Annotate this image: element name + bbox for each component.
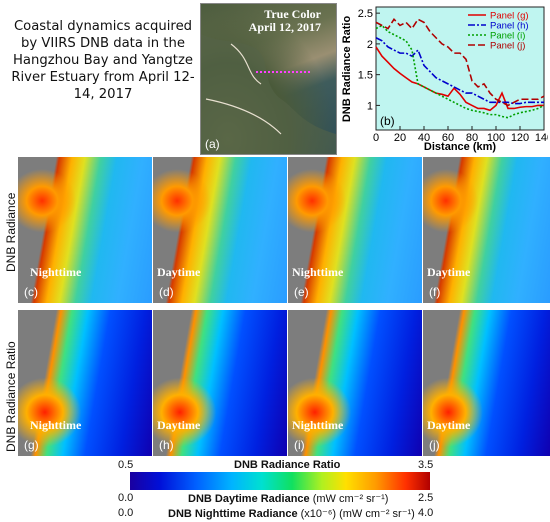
day-label-row: DNB Daytime Radiance (mW cm⁻² sr⁻¹) [188,492,388,505]
tile-panel-label: (d) [159,285,174,299]
x-tick-label: 80 [466,132,478,144]
tile-panel-label: (i) [294,438,305,452]
true-color-caption: True Color April 12, 2017 [201,8,321,34]
tile-g: Nighttime (g) [18,310,152,456]
day-min: 0.0 [118,492,134,504]
tile-j: Daytime (j) [423,310,550,456]
tile-panel-label: (f) [429,285,441,299]
tile-panel-label: (h) [159,438,174,452]
tile-time-label: Daytime [427,265,471,279]
tile-time-label: Daytime [157,265,201,279]
legend-entry: Panel (j) [490,41,525,52]
tile-h: Daytime (h) [153,310,287,456]
tile-time-label: Nighttime [292,265,344,279]
x-tick-label: 100 [487,132,505,144]
tile-panel-label: (j) [429,438,440,452]
series-line-4 [375,18,545,107]
tile-e: Nighttime (e) [288,157,422,303]
x-axis-label: Distance (km) [424,141,496,153]
night-label-row: DNB Nighttime Radiance (x10⁻⁶) (mW cm⁻² … [168,507,415,520]
ratio-min: 0.5 [118,459,134,471]
true-color-map: True Color April 12, 2017 (a) [200,3,337,155]
x-tick-label: 60 [442,132,454,144]
figure-title: Coastal dynamics acquired by VIIRS DNB d… [11,19,195,102]
ratio-max: 3.5 [418,459,434,471]
radiance-ratio-chart: 020406080100120140 11.522.5 Panel (g)Pan… [341,6,548,153]
tile-panel-label: (c) [24,285,38,299]
tile-panel-label: (e) [294,285,309,299]
tile-i: Nighttime (i) [288,310,422,456]
caption-line-1: True Color [264,7,321,21]
row-label-ratio: DNB Radiance Ratio [4,341,18,452]
tile-panel-label: (g) [24,438,39,452]
x-tick-label: 20 [394,132,406,144]
tile-time-label: Nighttime [30,418,82,432]
day-units: (mW cm⁻² sr⁻¹) [312,493,389,505]
x-tick-label: 40 [418,132,430,144]
x-tick-label: 0 [373,132,379,144]
row-label-radiance: DNB Radiance [4,192,18,272]
x-tick-label: 120 [511,132,529,144]
night-units: (x10⁻⁶) (mW cm⁻² sr⁻¹) [300,508,415,520]
night-label: DNB Nighttime Radiance [168,508,298,520]
tile-f: Daytime (f) [423,157,550,303]
panel-label-a: (a) [205,137,220,151]
legend-entry: Panel (h) [490,21,529,32]
tile-d: Daytime (d) [153,157,287,303]
colorbar [130,472,430,490]
day-max: 2.5 [418,492,434,504]
legend-entry: Panel (i) [490,31,525,42]
y-axis-label: DNB Radiance Ratio [341,16,353,123]
series-line-1 [375,46,544,112]
y-tick-label: 2 [367,39,373,51]
tile-time-label: Daytime [157,418,201,432]
night-min: 0.0 [118,507,134,519]
x-tick-label: 140 [535,132,548,144]
y-tick-label: 1 [367,100,373,112]
tile-time-label: Nighttime [292,418,344,432]
ratio-label: DNB Radiance Ratio [234,459,341,471]
tile-time-label: Daytime [427,418,471,432]
coastline-sketch [201,34,336,154]
night-max: 4.0 [418,507,434,519]
tile-c: Nighttime (c) [18,157,152,303]
panel-label-b: (b) [380,114,395,128]
legend-entry: Panel (g) [490,11,529,22]
tile-time-label: Nighttime [30,265,82,279]
y-tick-label: 1.5 [358,70,373,82]
series-line-2 [375,37,544,105]
series-line-3 [375,24,545,119]
plot-area [375,6,545,131]
y-tick-label: 2.5 [358,8,373,20]
day-label: DNB Daytime Radiance [188,493,310,505]
caption-line-2: April 12, 2017 [248,20,321,34]
